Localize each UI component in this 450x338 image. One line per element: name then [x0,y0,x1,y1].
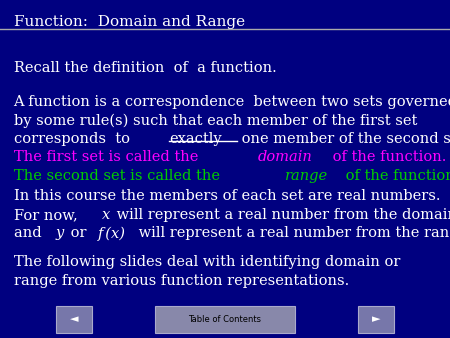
FancyBboxPatch shape [358,306,394,333]
Text: or: or [66,226,91,240]
Text: A function is a correspondence  between two sets governed: A function is a correspondence between t… [14,95,450,108]
Text: of the function.: of the function. [341,169,450,183]
Text: For now,: For now, [14,208,82,222]
Text: The following slides deal with identifying domain or: The following slides deal with identifyi… [14,255,400,269]
Text: by some rule(s) such that each member of the first set: by some rule(s) such that each member of… [14,113,417,128]
Text: x: x [102,208,110,222]
FancyBboxPatch shape [56,306,92,333]
Text: will represent a real number from the domain: will represent a real number from the do… [112,208,450,222]
Text: corresponds  to: corresponds to [14,132,134,146]
Text: of the function.: of the function. [328,150,446,164]
Text: ◄: ◄ [70,314,78,324]
Text: range: range [285,169,328,183]
FancyBboxPatch shape [155,306,295,333]
Text: The first set is called the: The first set is called the [14,150,203,164]
Text: y: y [55,226,63,240]
Text: ►: ► [372,314,380,324]
Text: The second set is called the: The second set is called the [14,169,224,183]
Text: f (x): f (x) [98,226,126,241]
Text: Function:  Domain and Range: Function: Domain and Range [14,15,245,29]
Text: will represent a real number from the range.: will represent a real number from the ra… [134,226,450,240]
Text: Recall the definition  of  a function.: Recall the definition of a function. [14,61,276,75]
Text: one member of the second set.: one member of the second set. [237,132,450,146]
Text: Table of Contents: Table of Contents [189,315,261,324]
Text: domain: domain [257,150,312,164]
Text: In this course the members of each set are real numbers.: In this course the members of each set a… [14,189,440,203]
Text: range from various function representations.: range from various function representati… [14,274,349,288]
Text: exactly: exactly [169,132,222,146]
Text: and: and [14,226,46,240]
